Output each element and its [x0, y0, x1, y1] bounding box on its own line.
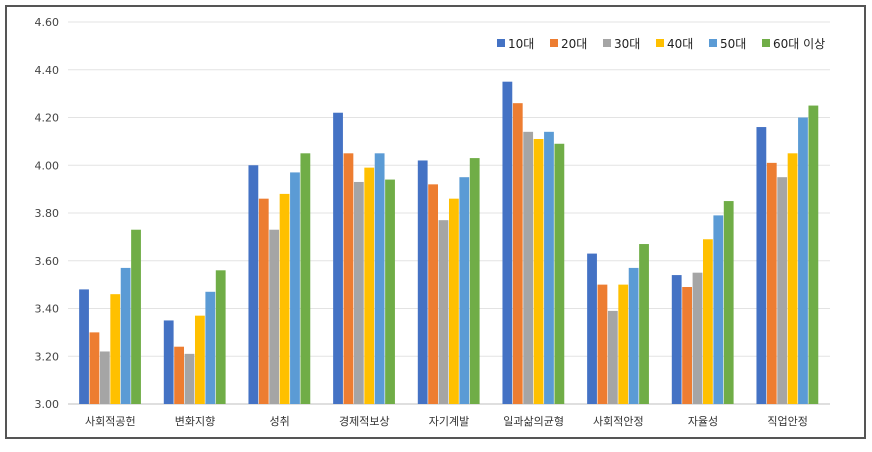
bar	[723, 201, 734, 404]
y-axis-ticks: 3.00 3.20 3.40 3.60 3.80 4.00 4.20 4.40 4.60	[35, 16, 60, 411]
bar	[99, 351, 110, 404]
x-category-label: 경제적보상	[339, 415, 390, 428]
bar	[671, 275, 682, 404]
x-category-label: 직업안정	[767, 415, 807, 428]
legend-label: 60대 이상	[773, 37, 825, 51]
x-category-label: 자기계발	[429, 415, 469, 428]
bar	[353, 181, 364, 404]
bar	[215, 270, 226, 404]
bar	[120, 267, 131, 404]
x-category-label: 사회적공헌	[85, 415, 136, 428]
y-tick-label: 4.00	[35, 159, 60, 172]
bar	[703, 239, 713, 404]
bar	[692, 272, 703, 404]
bar	[343, 153, 354, 404]
x-category-label: 성취	[270, 415, 290, 428]
bar	[269, 229, 280, 404]
bar	[554, 143, 565, 404]
bar	[279, 193, 290, 404]
legend-item: 30대	[603, 37, 640, 51]
bar	[628, 267, 639, 404]
bar	[248, 165, 259, 404]
bar	[374, 153, 385, 404]
bar	[798, 117, 808, 404]
y-tick-label: 3.00	[35, 398, 60, 411]
bar	[766, 162, 777, 404]
bars	[79, 81, 819, 405]
bar	[428, 184, 438, 404]
bar	[787, 153, 798, 404]
bar	[777, 177, 788, 404]
y-tick-label: 3.20	[35, 350, 60, 363]
bar	[333, 112, 343, 404]
bar	[618, 284, 629, 404]
bar	[364, 167, 375, 404]
bar	[131, 229, 141, 404]
bar	[756, 127, 767, 405]
bar	[523, 131, 534, 404]
legend-swatch	[497, 39, 505, 47]
bar	[79, 289, 89, 404]
x-axis-categories: 사회적공헌 변화지향 성취 경제적보상 자기계발 일과삶의균형 사회적안정 자율성 직업안정	[85, 414, 808, 428]
bar	[184, 353, 195, 404]
bar	[205, 291, 216, 404]
legend-item: 20대	[550, 37, 587, 51]
bar	[258, 198, 269, 404]
bar	[300, 153, 311, 404]
bar	[639, 244, 649, 404]
bar	[449, 198, 459, 404]
y-tick-label: 4.40	[35, 64, 60, 77]
bar	[533, 138, 544, 405]
y-tick-label: 3.60	[35, 255, 60, 268]
x-category-label: 변화지향	[175, 415, 215, 428]
legend-item: 60대 이상	[762, 37, 825, 51]
bar	[459, 177, 470, 404]
legend-swatch	[762, 39, 770, 47]
bar	[544, 131, 554, 404]
bar	[417, 160, 428, 404]
bar	[512, 103, 523, 405]
bar	[163, 320, 174, 404]
legend-swatch	[603, 39, 611, 47]
legend-label: 10대	[508, 37, 534, 51]
y-tick-label: 3.80	[35, 207, 60, 220]
bar	[469, 158, 480, 404]
y-tick-label: 3.40	[35, 303, 60, 316]
bar	[110, 294, 121, 404]
x-category-label: 사회적안정	[593, 415, 644, 428]
y-tick-label: 4.20	[35, 112, 60, 125]
legend-label: 40대	[667, 37, 693, 51]
legend-label: 30대	[614, 37, 640, 51]
bar	[195, 315, 205, 404]
legend-label: 50대	[720, 37, 746, 51]
legend-swatch	[550, 39, 558, 47]
bar	[89, 332, 100, 404]
bar	[607, 310, 618, 404]
bar	[438, 220, 449, 404]
legend: 10대 20대 30대 40대 50대 60대 이상	[497, 37, 825, 51]
y-tick-label: 4.60	[35, 16, 60, 29]
legend-item: 50대	[709, 37, 746, 51]
bar	[808, 105, 819, 404]
legend-label: 20대	[561, 37, 587, 51]
bar	[290, 172, 300, 404]
bar	[587, 253, 597, 404]
legend-item: 40대	[656, 37, 693, 51]
bar	[385, 179, 395, 404]
bar	[713, 215, 724, 404]
bar	[174, 346, 184, 404]
x-category-label: 자율성	[688, 415, 718, 428]
bar	[597, 284, 608, 404]
x-category-label: 일과삶의균형	[503, 414, 564, 428]
bar	[502, 81, 513, 404]
bar	[682, 287, 692, 404]
legend-swatch	[709, 39, 717, 47]
legend-item: 10대	[497, 37, 534, 51]
legend-swatch	[656, 39, 664, 47]
